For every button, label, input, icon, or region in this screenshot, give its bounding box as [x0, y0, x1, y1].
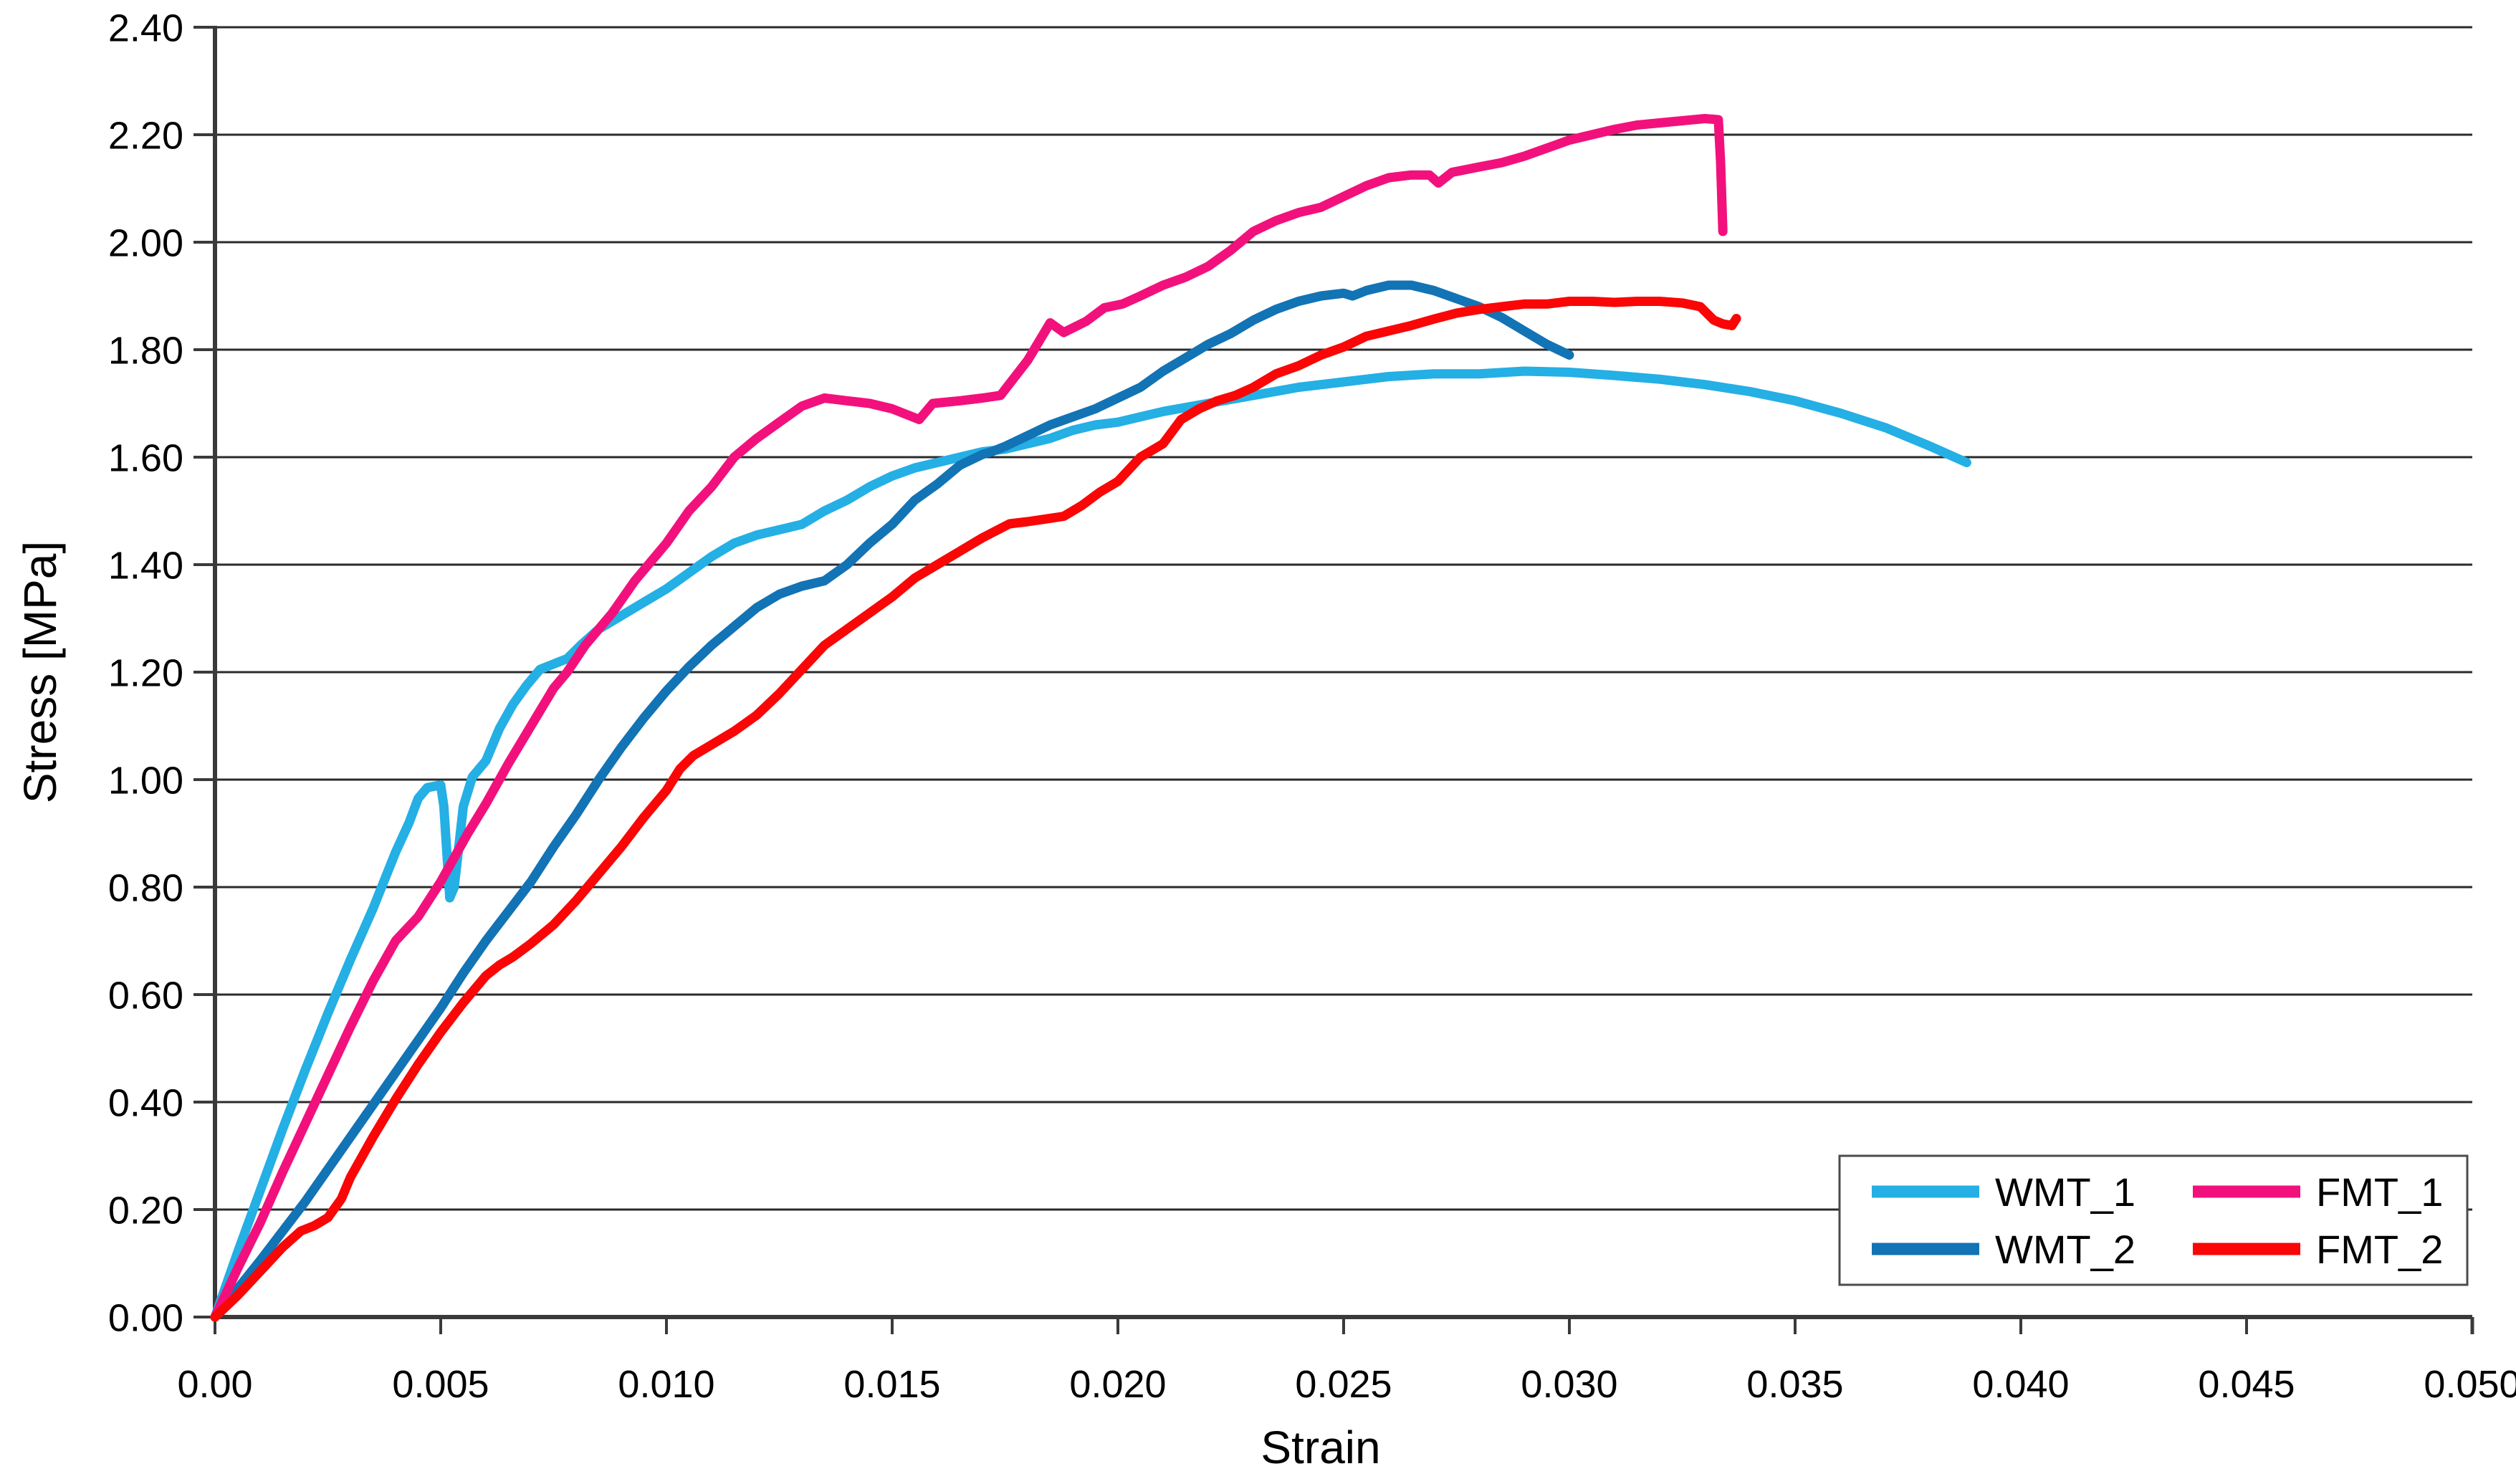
y-tick-label-0.20: 0.20 [108, 1189, 183, 1232]
series-line-FMT_1 [210, 114, 1728, 1322]
y-tick-label-0.60: 0.60 [108, 974, 183, 1017]
tick-marks [193, 26, 2474, 1334]
y-tick-label-0.40: 0.40 [108, 1081, 183, 1124]
x-axis-title: Strain [1261, 1422, 1380, 1473]
y-tick-label-1.80: 1.80 [108, 329, 183, 372]
y-tick-label-1.40: 1.40 [108, 544, 183, 587]
legend-entry-FMT_2: FMT_2 [2193, 1227, 2443, 1272]
axes [213, 26, 2474, 1334]
x-tick-label-0.00: 0.00 [177, 1363, 252, 1406]
legend-entry-WMT_1: WMT_1 [1872, 1169, 2135, 1215]
legend: WMT_1 WMT_2 FMT_1 FMT_2 [1838, 1154, 2469, 1286]
legend-entry-WMT_2: WMT_2 [1872, 1227, 2135, 1272]
series-line-WMT_1 [210, 366, 1971, 1322]
x-tick-label-0.045: 0.045 [2198, 1363, 2295, 1406]
y-tick-label-1.60: 1.60 [108, 436, 183, 479]
y-tick-label-2.20: 2.20 [108, 114, 183, 157]
y-tick-label-1.20: 1.20 [108, 651, 183, 694]
series-line-FMT_2 [210, 297, 1741, 1322]
legend-label-FMT_2: FMT_2 [2316, 1227, 2443, 1272]
x-tick-label-0.010: 0.010 [618, 1363, 714, 1406]
x-tick-label-0.035: 0.035 [1746, 1363, 1843, 1406]
y-tick-label-1.00: 1.00 [108, 759, 183, 802]
x-tick-label-0.020: 0.020 [1069, 1363, 1166, 1406]
series-line-WMT_2 [210, 280, 1574, 1322]
y-axis-title: Stress [MPa] [14, 541, 66, 803]
legend-box [1838, 1154, 2469, 1286]
legend-label-WMT_2: WMT_2 [1995, 1227, 2135, 1272]
legend-label-WMT_1: WMT_1 [1995, 1169, 2135, 1215]
x-tick-label-0.015: 0.015 [843, 1363, 940, 1406]
x-tick-label-0.005: 0.005 [392, 1363, 489, 1406]
y-tick-label-0.80: 0.80 [108, 866, 183, 909]
y-tick-label-2.40: 2.40 [108, 6, 183, 49]
tick-labels: 0.00 0.20 0.40 0.60 0.80 1.00 1.20 1.40 1.60 1.80… [108, 6, 2516, 1406]
y-tick-label-2.00: 2.00 [108, 221, 183, 264]
legend-label-FMT_1: FMT_1 [2316, 1169, 2443, 1215]
x-tick-label-0.030: 0.030 [1521, 1363, 1617, 1406]
legend-entry-FMT_1: FMT_1 [2193, 1169, 2443, 1215]
data-series [210, 114, 1971, 1322]
gridlines [215, 26, 2472, 1211]
x-tick-label-0.025: 0.025 [1295, 1363, 1392, 1406]
y-tick-label-0.00: 0.00 [108, 1296, 183, 1339]
x-tick-label-0.050: 0.050 [2424, 1363, 2516, 1406]
x-tick-label-0.040: 0.040 [1972, 1363, 2069, 1406]
